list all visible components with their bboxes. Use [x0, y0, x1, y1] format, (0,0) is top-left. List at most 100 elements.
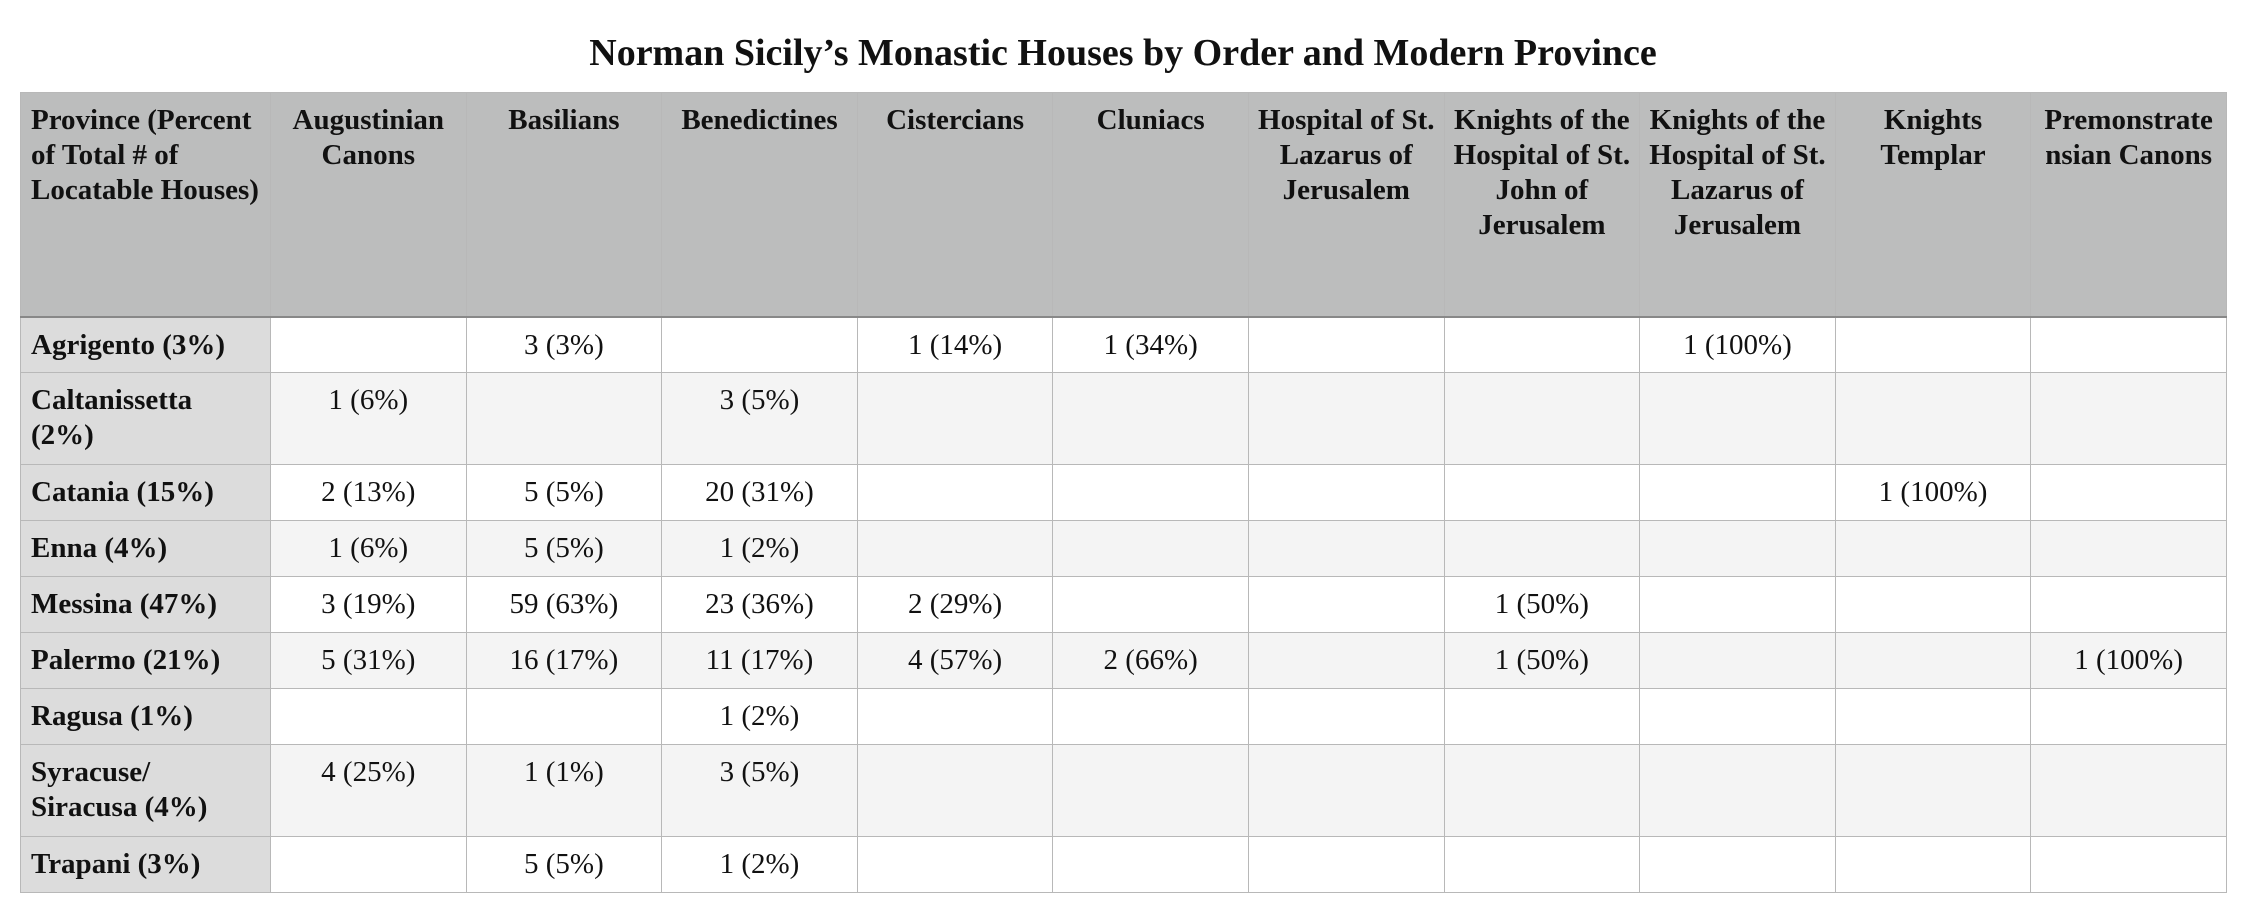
- header-basilians: Basilians: [465, 92, 663, 317]
- data-cell: 1 (6%): [270, 520, 467, 577]
- data-cell: [1834, 632, 2032, 689]
- data-cell: 1 (2%): [661, 688, 858, 745]
- header-province: Province (Percent of Total # of Locatabl…: [20, 92, 271, 317]
- data-cell: 4 (57%): [856, 632, 1054, 689]
- province-cell: Caltanissetta (2%): [20, 372, 271, 465]
- data-cell: 3 (5%): [661, 372, 858, 465]
- data-cell: [465, 688, 663, 745]
- data-cell: [1052, 744, 1249, 837]
- data-cell: [1639, 632, 1836, 689]
- table-row: Enna (4%) 1 (6%) 5 (5%) 1 (2%): [20, 520, 2227, 577]
- province-cell: Palermo (21%): [20, 632, 271, 689]
- data-cell: [270, 688, 467, 745]
- monastic-houses-table: Province (Percent of Total # of Locatabl…: [20, 92, 2227, 893]
- header-knights-templar: Knights Templar: [1834, 92, 2032, 317]
- data-cell: 4 (25%): [270, 744, 467, 837]
- data-cell: [1834, 688, 2032, 745]
- data-cell: [2030, 836, 2227, 893]
- data-cell: [2030, 464, 2227, 521]
- data-cell: [1639, 372, 1836, 465]
- data-cell: [1247, 836, 1445, 893]
- data-cell: [1834, 520, 2032, 577]
- data-cell: [1247, 520, 1445, 577]
- data-cell: 1 (50%): [1443, 632, 1641, 689]
- data-cell: [1443, 688, 1641, 745]
- data-cell: [1443, 464, 1641, 521]
- data-cell: 1 (50%): [1443, 576, 1641, 633]
- data-cell: [1639, 836, 1836, 893]
- data-cell: [1639, 520, 1836, 577]
- data-cell: [1052, 464, 1249, 521]
- header-row: Province (Percent of Total # of Locatabl…: [20, 92, 2227, 317]
- table-row: Palermo (21%) 5 (31%) 16 (17%) 11 (17%) 4 (5…: [20, 632, 2227, 689]
- data-cell: 5 (5%): [465, 464, 663, 521]
- data-cell: 59 (63%): [465, 576, 663, 633]
- data-cell: 3 (5%): [661, 744, 858, 837]
- data-cell: [1247, 632, 1445, 689]
- header-knights-st-lazarus: Knights of the Hospital of St. Lazarus o…: [1639, 92, 1836, 317]
- data-cell: 1 (34%): [1052, 316, 1249, 373]
- table-row: Ragusa (1%) 1 (2%): [20, 688, 2227, 745]
- data-cell: 11 (17%): [661, 632, 858, 689]
- data-cell: [856, 372, 1054, 465]
- data-cell: [856, 836, 1054, 893]
- table-row: Agrigento (3%) 3 (3%) 1 (14%) 1 (34%) 1 (100…: [20, 316, 2227, 373]
- data-cell: [1052, 372, 1249, 465]
- data-cell: [1834, 372, 2032, 465]
- data-cell: 1 (1%): [465, 744, 663, 837]
- header-premonstratensian-canons: Premonstratensian Canons: [2030, 92, 2227, 317]
- data-cell: [1639, 464, 1836, 521]
- data-cell: [856, 688, 1054, 745]
- data-cell: 3 (3%): [465, 316, 663, 373]
- data-cell: [2030, 576, 2227, 633]
- data-cell: [1834, 316, 2032, 373]
- data-cell: [1247, 744, 1445, 837]
- province-cell: Agrigento (3%): [20, 316, 271, 373]
- data-cell: [1639, 688, 1836, 745]
- data-cell: 5 (31%): [270, 632, 467, 689]
- data-cell: [1247, 316, 1445, 373]
- data-cell: 16 (17%): [465, 632, 663, 689]
- data-cell: [1247, 688, 1445, 745]
- province-cell: Trapani (3%): [20, 836, 271, 893]
- data-cell: [1834, 744, 2032, 837]
- data-cell: [1052, 688, 1249, 745]
- header-hospital-st-lazarus: Hospital of St. Lazarus of Jerusalem: [1247, 92, 1445, 317]
- data-cell: [2030, 520, 2227, 577]
- data-cell: 1 (2%): [661, 520, 858, 577]
- data-cell: 1 (2%): [661, 836, 858, 893]
- table-title: Norman Sicily’s Monastic Houses by Order…: [589, 32, 1657, 74]
- data-cell: [1247, 372, 1445, 465]
- data-cell: 1 (100%): [1639, 316, 1836, 373]
- header-benedictines: Benedictines: [661, 92, 858, 317]
- data-cell: [2030, 688, 2227, 745]
- province-cell: Catania (15%): [20, 464, 271, 521]
- data-cell: [2030, 316, 2227, 373]
- data-cell: [1443, 316, 1641, 373]
- data-cell: 1 (100%): [1834, 464, 2032, 521]
- table-row: Caltanissetta (2%) 1 (6%) 3 (5%): [20, 372, 2227, 465]
- data-cell: [1443, 744, 1641, 837]
- data-cell: [465, 372, 663, 465]
- data-cell: [856, 520, 1054, 577]
- data-cell: 5 (5%): [465, 836, 663, 893]
- header-knights-st-john: Knights of the Hospital of St. John of J…: [1443, 92, 1641, 317]
- table-row: Catania (15%) 2 (13%) 5 (5%) 20 (31%) 1 (100…: [20, 464, 2227, 521]
- header-augustinian-canons: Augustinian Canons: [270, 92, 467, 317]
- data-cell: 3 (19%): [270, 576, 467, 633]
- table-row: Syracuse/ Siracusa (4%) 4 (25%) 1 (1%) 3 (5…: [20, 744, 2227, 837]
- data-cell: [1052, 836, 1249, 893]
- data-cell: [1834, 836, 2032, 893]
- data-cell: 20 (31%): [661, 464, 858, 521]
- header-cluniacs: Cluniacs: [1052, 92, 1249, 317]
- data-cell: [1443, 372, 1641, 465]
- table-row: Trapani (3%) 5 (5%) 1 (2%): [20, 836, 2227, 893]
- table-row: Messina (47%) 3 (19%) 59 (63%) 23 (36%) 2 (2…: [20, 576, 2227, 633]
- data-cell: [1052, 576, 1249, 633]
- data-cell: [1639, 576, 1836, 633]
- data-cell: 1 (14%): [856, 316, 1054, 373]
- province-cell: Syracuse/ Siracusa (4%): [20, 744, 271, 837]
- data-cell: [2030, 372, 2227, 465]
- data-cell: [856, 464, 1054, 521]
- data-cell: [661, 316, 858, 373]
